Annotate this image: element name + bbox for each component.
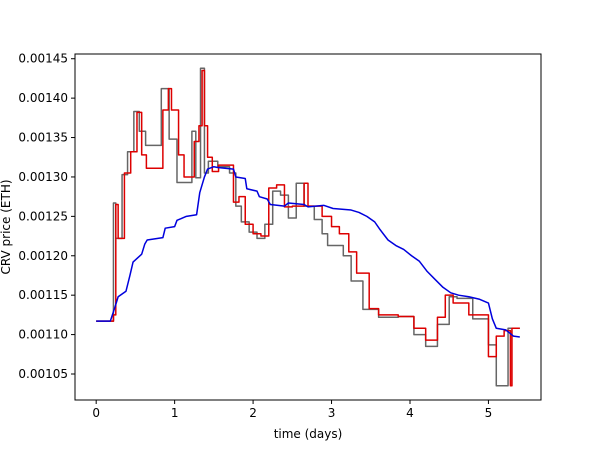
y-tick-label: 0.00130 xyxy=(18,170,68,184)
x-axis-label: time (days) xyxy=(274,427,343,441)
y-tick-label: 0.00110 xyxy=(18,328,68,342)
x-tick-label: 1 xyxy=(171,406,179,420)
series-line-3 xyxy=(96,165,520,338)
y-axis-label: CRV price (ETH) xyxy=(0,179,13,274)
y-tick-label: 0.00115 xyxy=(18,288,68,302)
y-tick-label: 0.00120 xyxy=(18,249,68,263)
x-tick-label: 5 xyxy=(485,406,493,420)
series-line-1 xyxy=(96,67,520,387)
y-tick-label: 0.00140 xyxy=(18,91,68,105)
plot-frame xyxy=(74,53,542,401)
y-axis-ticks: 0.00105 0.00110 0.00115 0.00120 0.00125 0.001… xyxy=(18,52,75,381)
x-tick-label: 3 xyxy=(328,406,336,420)
x-tick-label: 2 xyxy=(249,406,257,420)
y-tick-label: 0.00135 xyxy=(18,131,68,145)
y-tick-label: 0.00125 xyxy=(18,209,68,223)
x-tick-label: 4 xyxy=(406,406,414,420)
y-tick-label: 0.00145 xyxy=(18,52,68,66)
y-tick-label: 0.00105 xyxy=(18,367,68,381)
series-layer xyxy=(96,67,520,387)
series-line-2 xyxy=(96,69,520,387)
x-tick-label: 0 xyxy=(92,406,100,420)
x-axis-ticks: 0 1 2 3 4 5 xyxy=(92,400,492,420)
